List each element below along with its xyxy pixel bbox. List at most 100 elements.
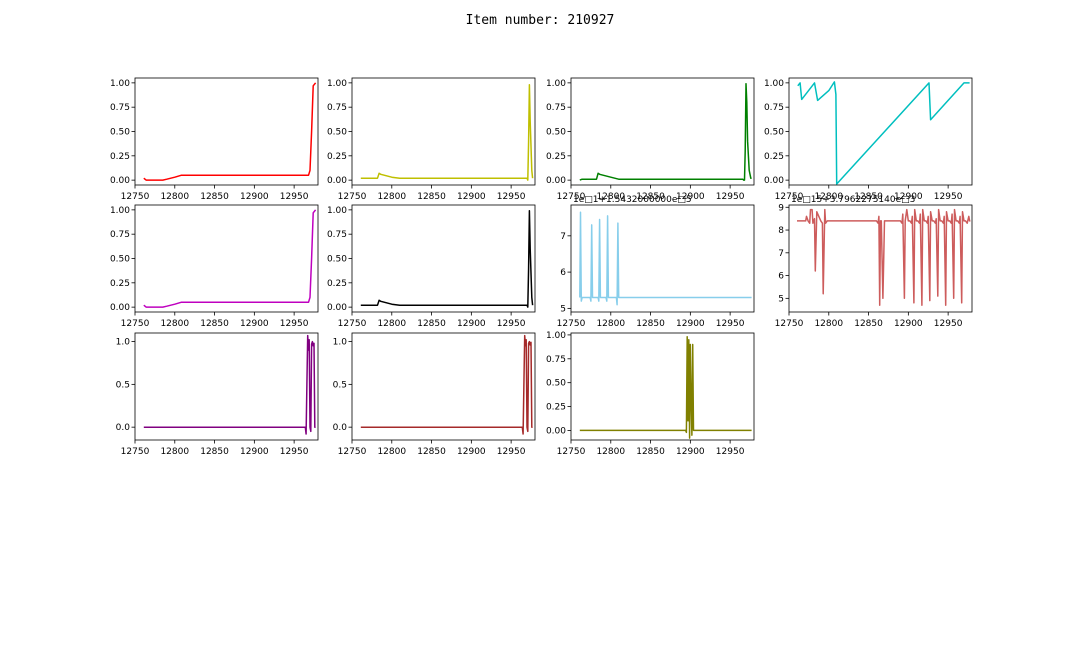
x-tick-label: 12800: [596, 192, 625, 202]
y-tick-label: 0.75: [546, 103, 566, 113]
y-tick-label: 0.25: [110, 152, 130, 162]
y-tick-label: 7: [560, 232, 566, 242]
x-tick-label: 12750: [121, 319, 150, 329]
x-tick-label: 12850: [417, 447, 446, 457]
axes-frame: [134, 332, 319, 441]
y-tick-label: 0.50: [327, 255, 347, 265]
y-tick-label: 0.25: [546, 403, 566, 413]
x-tick-label: 12800: [160, 447, 189, 457]
axes-frame: [570, 204, 755, 313]
x-tick-label: 12800: [596, 447, 625, 457]
subplot-11: 12750 12800 12850 12900 12950 0.00 0.25 0.50 0.7…: [546, 331, 755, 457]
axes-frame: [134, 77, 319, 186]
series-line: [579, 83, 752, 181]
y-tick-label: 0.75: [110, 230, 130, 240]
x-tick-label: 12950: [934, 319, 963, 329]
y-tick-label: 0.25: [327, 279, 347, 289]
x-tick-label: 12750: [557, 447, 586, 457]
x-tick-label: 12800: [377, 319, 406, 329]
subplot-4: 12750 12800 12850 12900 12950 0.00 0.25 0.50 0.7…: [764, 77, 973, 202]
x-tick-label: 12900: [457, 447, 486, 457]
y-tick-label: 0.00: [110, 303, 130, 313]
x-tick-label: 12850: [854, 319, 883, 329]
axes-frame: [351, 77, 536, 186]
x-tick-label: 12900: [676, 319, 705, 329]
y-tick-label: 5: [778, 294, 784, 304]
subplot-5: 12750 12800 12850 12900 12950 0.00 0.25 0.50 0.7…: [110, 204, 319, 329]
y-tick-label: 0.25: [546, 152, 566, 162]
y-tick-label: 9: [778, 203, 784, 213]
axis-offset-label: 1e□15+3.7962275140e□3: [791, 195, 915, 205]
series-line: [797, 81, 970, 185]
series-line: [360, 334, 533, 435]
y-tick-label: 0.50: [327, 128, 347, 138]
subplot-10: 12750 12800 12850 12900 12950 0.0 0.5 1.0: [333, 332, 536, 457]
x-tick-label: 12750: [338, 447, 367, 457]
x-tick-label: 12900: [894, 192, 923, 202]
x-tick-label: 12800: [377, 192, 406, 202]
series-line: [360, 84, 534, 181]
x-tick-label: 12850: [417, 319, 446, 329]
y-tick-label: 0.00: [327, 176, 347, 186]
axes-frame: [570, 77, 755, 186]
y-tick-label: 0.75: [764, 103, 784, 113]
x-tick-label: 12950: [716, 192, 745, 202]
x-tick-label: 12950: [716, 447, 745, 457]
x-tick-label: 12900: [676, 447, 705, 457]
y-tick-label: 0.00: [546, 426, 566, 436]
y-tick-label: 0.50: [546, 128, 566, 138]
x-tick-label: 12900: [240, 192, 269, 202]
y-tick-label: 1.00: [764, 79, 784, 89]
x-tick-label: 12950: [716, 319, 745, 329]
x-tick-label: 12750: [338, 192, 367, 202]
y-tick-label: 1.00: [110, 79, 130, 89]
x-tick-label: 12750: [775, 192, 804, 202]
y-tick-label: 0.5: [333, 380, 347, 390]
x-tick-label: 12900: [894, 319, 923, 329]
series-line: [143, 82, 317, 181]
subplot-1: 12750 12800 12850 12900 12950 0.00 0.25 0.50 0.7…: [110, 77, 319, 202]
y-tick-label: 1.00: [546, 79, 566, 89]
y-tick-label: 0.00: [327, 303, 347, 313]
axes-frame: [134, 204, 319, 313]
x-tick-label: 12950: [280, 192, 309, 202]
x-tick-label: 12750: [775, 319, 804, 329]
x-tick-label: 12850: [636, 447, 665, 457]
x-tick-label: 12900: [240, 447, 269, 457]
x-tick-label: 12750: [121, 192, 150, 202]
x-tick-label: 12900: [457, 192, 486, 202]
subplot-6: 12750 12800 12850 12900 12950 0.00 0.25 0.50 0.7…: [327, 204, 536, 329]
series-line: [360, 210, 534, 308]
x-tick-label: 12750: [557, 192, 586, 202]
y-tick-label: 0.5: [116, 380, 130, 390]
x-tick-label: 12950: [497, 192, 526, 202]
y-tick-label: 0.75: [110, 103, 130, 113]
y-tick-label: 5: [560, 304, 566, 314]
y-tick-label: 0.00: [110, 176, 130, 186]
x-tick-label: 12950: [934, 192, 963, 202]
y-tick-label: 0.25: [327, 152, 347, 162]
x-tick-label: 12800: [377, 447, 406, 457]
x-tick-label: 12950: [280, 319, 309, 329]
x-tick-label: 12900: [457, 319, 486, 329]
y-tick-label: 0.75: [327, 230, 347, 240]
y-tick-label: 6: [560, 268, 566, 278]
axes-frame: [788, 204, 973, 313]
y-tick-label: 0.0: [116, 423, 131, 433]
y-tick-label: 0.50: [764, 128, 784, 138]
y-tick-label: 0.00: [546, 176, 566, 186]
x-tick-label: 12850: [200, 447, 229, 457]
series-line: [797, 208, 971, 306]
y-tick-label: 1.00: [327, 79, 347, 89]
axes-frame: [351, 204, 536, 313]
y-tick-label: 0.00: [764, 176, 784, 186]
axis-offset-label: 1e□1+1.5432000000e□5: [573, 195, 692, 205]
y-tick-label: 1.0: [333, 338, 348, 348]
x-tick-label: 12800: [814, 319, 843, 329]
figure-title: Item number: 210927: [466, 13, 615, 28]
x-tick-label: 12900: [240, 319, 269, 329]
x-tick-label: 12950: [497, 447, 526, 457]
x-tick-label: 12850: [200, 319, 229, 329]
y-tick-label: 0.75: [327, 103, 347, 113]
